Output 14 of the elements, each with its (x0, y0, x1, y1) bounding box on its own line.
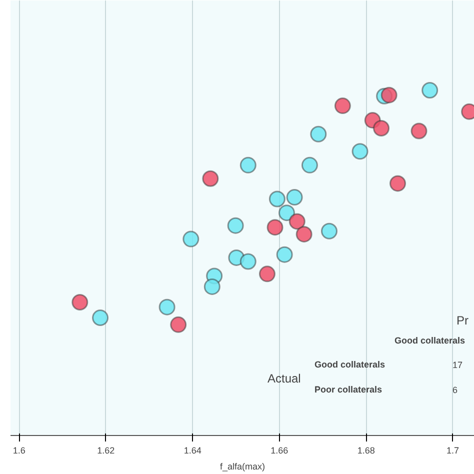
annotation: 17 (452, 360, 463, 370)
x-tick-label: 1.62 (97, 446, 115, 456)
x-axis-title: f_alfa(max) (220, 462, 266, 472)
x-tick-label: 1.66 (270, 446, 288, 456)
annotation: Pr (456, 314, 469, 328)
annotation: Poor collaterals (314, 384, 382, 394)
annotation: Actual (268, 372, 301, 386)
annotation: 6 (452, 385, 458, 395)
annotation: Good collaterals (394, 336, 466, 346)
x-tick-label: 1.7 (446, 446, 460, 456)
annotation: Good collaterals (314, 360, 386, 370)
x-tick-label: 1.64 (184, 446, 202, 456)
x-tick-label: 1.68 (357, 446, 375, 456)
x-tick-label: 1.6 (12, 446, 26, 456)
